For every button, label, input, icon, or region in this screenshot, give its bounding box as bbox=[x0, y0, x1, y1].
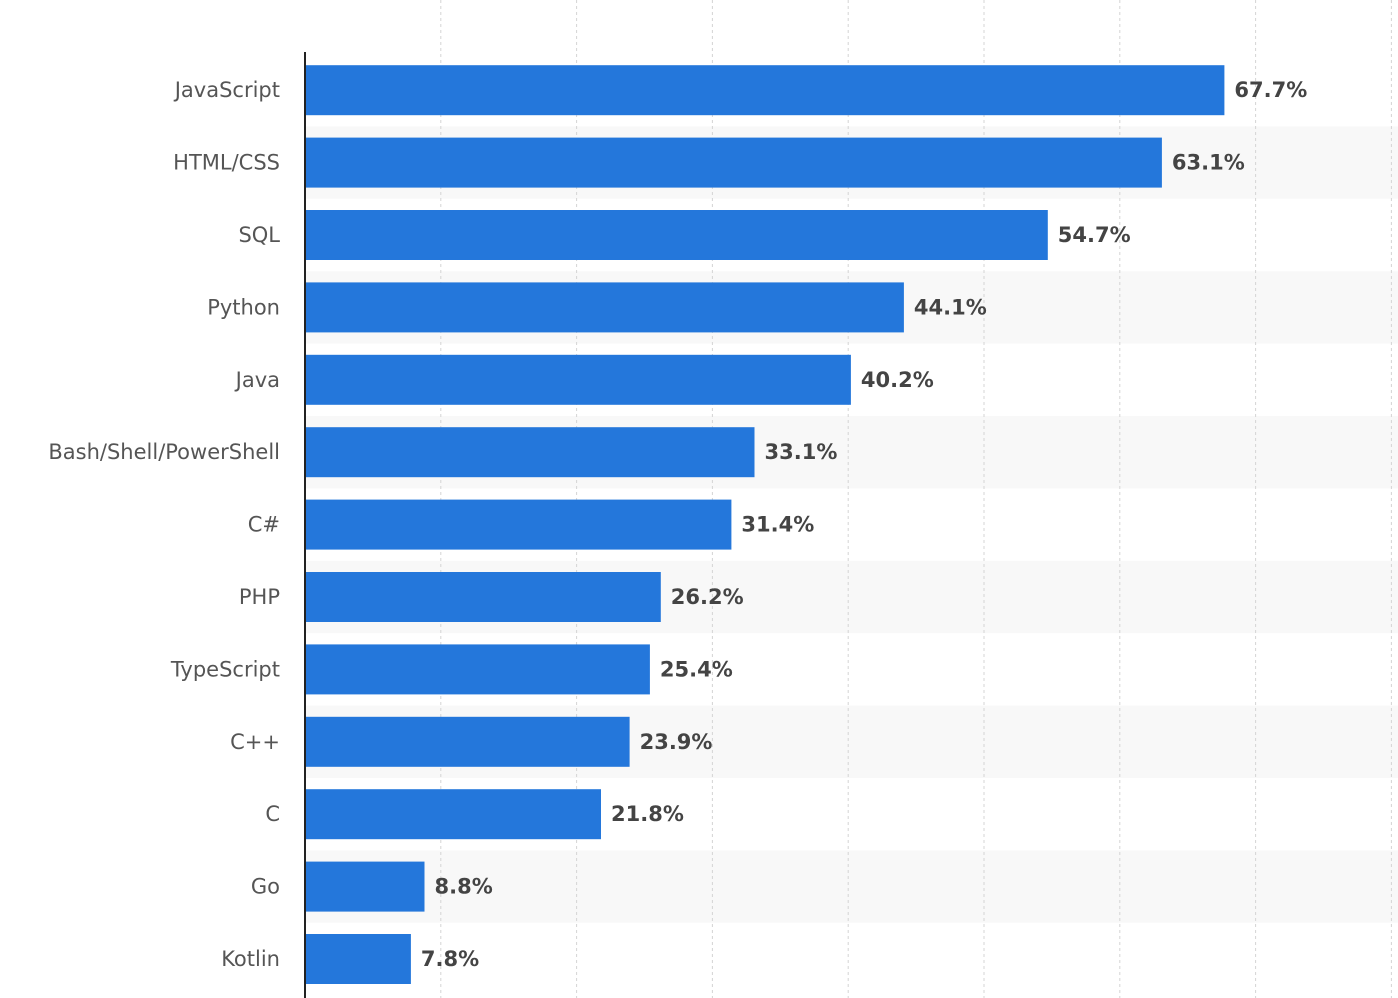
category-label: PHP bbox=[239, 585, 280, 609]
category-label: Go bbox=[251, 875, 280, 899]
bar bbox=[305, 427, 755, 478]
value-label: 54.7% bbox=[1058, 223, 1131, 247]
bar bbox=[305, 282, 904, 333]
category-label: Java bbox=[234, 368, 280, 392]
bar bbox=[305, 210, 1048, 260]
category-label: HTML/CSS bbox=[173, 151, 280, 175]
category-label: Python bbox=[207, 295, 280, 319]
bar bbox=[305, 499, 732, 550]
value-label: 33.1% bbox=[765, 440, 838, 464]
value-label: 7.8% bbox=[421, 947, 479, 971]
category-label: C++ bbox=[230, 730, 280, 754]
bar bbox=[305, 354, 851, 405]
category-labels: JavaScript HTML/CSS SQL Python Java Bash/Shel… bbox=[48, 78, 280, 971]
category-label: C bbox=[265, 802, 280, 826]
category-label: JavaScript bbox=[173, 78, 280, 102]
category-label: TypeScript bbox=[170, 657, 280, 681]
value-label: 40.2% bbox=[861, 368, 934, 392]
category-label: Bash/Shell/PowerShell bbox=[48, 440, 280, 464]
x-gridlines bbox=[440, 0, 1392, 998]
value-label: 26.2% bbox=[671, 585, 744, 609]
category-label: C# bbox=[248, 513, 280, 537]
value-label: 23.9% bbox=[640, 730, 713, 754]
bar bbox=[305, 789, 601, 840]
bars bbox=[305, 65, 1225, 984]
row-band bbox=[305, 850, 1398, 923]
value-label: 44.1% bbox=[914, 295, 987, 319]
value-label: 31.4% bbox=[741, 513, 814, 537]
value-label: 63.1% bbox=[1172, 151, 1245, 175]
bar bbox=[305, 861, 425, 912]
value-label: 8.8% bbox=[435, 875, 493, 899]
bar bbox=[305, 572, 661, 622]
bar bbox=[305, 934, 411, 984]
value-labels: 67.7% 63.1% 54.7% 44.1% 40.2% 33.1% 31.4% 26.2%… bbox=[421, 78, 1307, 971]
bar bbox=[305, 137, 1162, 188]
category-label: Kotlin bbox=[221, 947, 280, 971]
value-label: 67.7% bbox=[1234, 78, 1307, 102]
category-label: SQL bbox=[238, 223, 280, 247]
bar bbox=[305, 65, 1225, 116]
value-label: 21.8% bbox=[611, 802, 684, 826]
value-label: 25.4% bbox=[660, 657, 733, 681]
bar bbox=[305, 716, 630, 767]
bar bbox=[305, 644, 650, 695]
